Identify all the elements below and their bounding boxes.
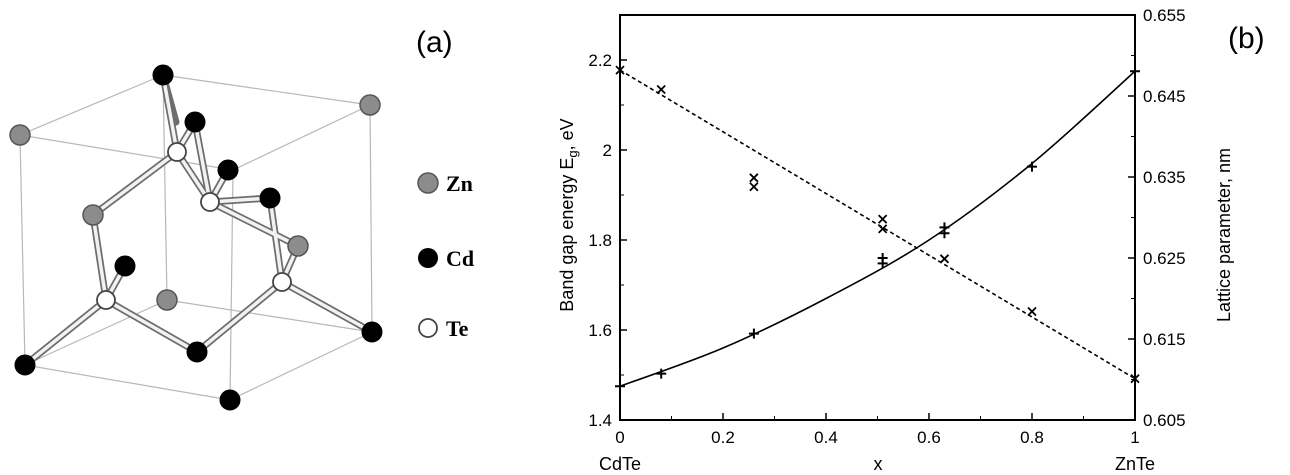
x-tick-label: 0.2 [711, 428, 735, 447]
legend-cd-swatch [418, 248, 438, 268]
zn-atom [156, 289, 178, 311]
right-y-tick-label: 0.645 [1143, 87, 1186, 106]
lattice-point [1130, 374, 1140, 384]
left-y-tick-label: 1.4 [588, 411, 612, 430]
zn-atom [82, 204, 104, 226]
cd-atom [14, 354, 36, 376]
te-atom [167, 142, 187, 162]
lattice-point [1027, 306, 1037, 317]
cd-atom [152, 64, 174, 86]
lattice-point [939, 254, 950, 264]
cd-atom [217, 159, 239, 181]
right-y-tick-label: 0.635 [1143, 168, 1186, 187]
zn-atom [359, 94, 381, 116]
x-tick-label: 0.8 [1020, 428, 1044, 447]
te-atom [272, 272, 292, 292]
legend-cd-label: Cd [446, 246, 474, 271]
left-y-tick-label: 2 [603, 141, 612, 160]
x-tick-label: 0.6 [917, 428, 941, 447]
left-y-axis-title: Band gap energy Eg, eV [557, 118, 580, 311]
legend-te-swatch [418, 318, 438, 338]
lattice-point [615, 65, 625, 75]
band-gap-point [656, 368, 667, 379]
te-atom [96, 290, 116, 310]
band-gap-point [1130, 66, 1140, 77]
zn-atom [287, 235, 309, 257]
cd-atoms [14, 64, 383, 411]
band-gap-point [1027, 161, 1037, 172]
lattice-point [878, 224, 888, 234]
lattice-point [878, 214, 888, 224]
cd-atom [184, 111, 206, 133]
lattice-point [749, 182, 759, 192]
legend-zn-label: Zn [446, 171, 473, 196]
x-tick-label: 0.4 [814, 428, 838, 447]
right-y-tick-label: 0.615 [1143, 330, 1186, 349]
cd-atom [259, 187, 281, 209]
zn-atoms [9, 94, 381, 311]
left-y-axis-ticks: 1.4 1.6 1.8 2 2.2 [588, 51, 627, 430]
lattice-point [656, 84, 666, 95]
chart-panel: (b) 0 0.2 0.4 0.6 0.8 1 1.41.61.822.2 0.6050.… [557, 6, 1265, 474]
cd-atom [114, 255, 136, 277]
cd-atom [361, 321, 383, 343]
band-gap-point [615, 381, 625, 392]
right-y-axis-title: Lattice parameter, nm [1214, 148, 1234, 322]
te-atom [200, 192, 220, 212]
right-y-tick-label: 0.655 [1143, 6, 1186, 25]
right-y-tick-label: 0.625 [1143, 249, 1186, 268]
x-tick-label: 0 [615, 428, 624, 447]
band-gap-points [615, 66, 1140, 392]
x-end-label-right: ZnTe [1115, 454, 1155, 474]
left-y-tick-label: 1.8 [588, 231, 612, 250]
lattice-parameter-points [615, 65, 1140, 384]
left-y-axis-title-unit: , eV [557, 118, 577, 150]
structure-legend: Zn Cd Te [417, 171, 474, 341]
lattice-fit-line [619, 69, 1136, 380]
te-atoms [96, 142, 292, 310]
unit-cell-edges [19, 74, 373, 401]
cd-atom [219, 389, 241, 411]
band-gap-point [877, 253, 888, 263]
left-y-axis-title-main: Band gap energy E [557, 158, 577, 312]
zn-atom [9, 124, 31, 146]
plot-frame [619, 14, 1136, 421]
x-axis-title: x [874, 454, 883, 474]
cd-atom [186, 341, 208, 363]
lattice-point [749, 173, 759, 183]
panel-label-a: (a) [416, 26, 453, 59]
x-tick-label: 1 [1130, 428, 1139, 447]
left-y-axis-title-sub: g [565, 150, 580, 157]
right-y-tick-label: 0.605 [1143, 411, 1186, 430]
x-axis-ticks: 0 0.2 0.4 0.6 0.8 1 [615, 413, 1140, 447]
panel-label-b: (b) [1228, 22, 1265, 55]
left-y-tick-label: 2.2 [588, 51, 612, 70]
crystal-structure-panel: (a) [9, 26, 474, 411]
legend-zn-swatch [417, 172, 439, 194]
x-end-label-left: CdTe [599, 454, 641, 474]
band-gap-point [748, 328, 759, 339]
band-gap-point [939, 222, 950, 233]
right-y-axis-ticks: 0.605 0.615 0.625 0.635 0.645 0.655 [1128, 6, 1186, 430]
left-y-tick-label: 1.6 [588, 321, 612, 340]
legend-te-label: Te [446, 316, 469, 341]
band-gap-fit-curve [619, 70, 1136, 387]
